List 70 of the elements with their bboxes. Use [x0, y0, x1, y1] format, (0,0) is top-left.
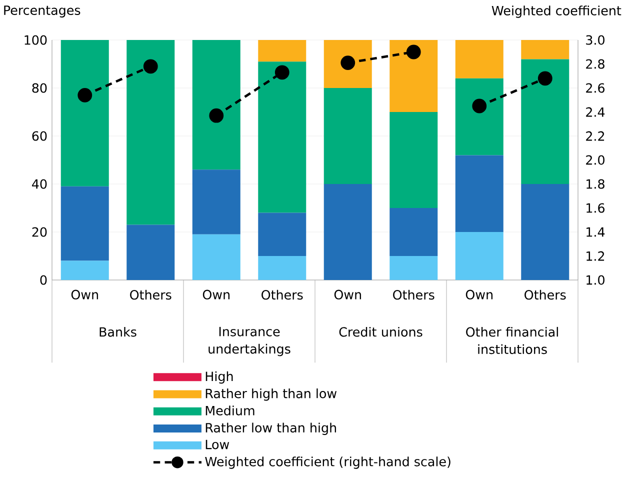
bar	[126, 224, 175, 280]
bar	[126, 40, 175, 225]
text: Other financial institutions	[466, 326, 558, 354]
bar	[521, 184, 570, 280]
y2-tick-label: 2.8	[586, 59, 604, 69]
bar	[455, 78, 504, 156]
y-tick-label: 80	[32, 83, 47, 93]
x-tick-label: Own	[202, 290, 230, 300]
bar	[324, 88, 372, 184]
y2-tick-label: 1.0	[586, 275, 604, 285]
bar	[258, 256, 306, 280]
text: Credit unions	[339, 326, 422, 337]
x-tick-label: Others	[262, 290, 303, 300]
bar	[60, 40, 109, 186]
bar	[324, 40, 372, 88]
legend-label: Rather high than low	[206, 388, 337, 401]
bar	[258, 40, 306, 62]
bar	[192, 40, 240, 170]
x-tick-label: Own	[334, 290, 361, 300]
bar	[192, 170, 240, 234]
legend-label: High	[206, 371, 233, 384]
y-tick-label: 0	[40, 275, 47, 285]
x-tick-label: Others	[130, 290, 172, 300]
bar	[390, 256, 438, 280]
bar	[258, 212, 306, 256]
y2-tick-label: 3.0	[586, 35, 604, 45]
y2-tick-label: 1.2	[586, 251, 604, 261]
y2-tick-label: 1.4	[586, 227, 605, 237]
bar	[390, 112, 438, 208]
bar	[521, 59, 570, 184]
bar	[521, 40, 570, 60]
legend-label: Rather low than high	[206, 422, 336, 435]
bar	[455, 40, 504, 78]
y-tick-label: 20	[32, 227, 47, 237]
x-tick-label: Others	[393, 290, 434, 300]
y2-tick-label: 2.4	[586, 107, 605, 117]
bar	[192, 234, 240, 280]
y2-tick-label: 2.2	[586, 131, 604, 141]
bar	[60, 260, 109, 280]
x-tick-label: Own	[466, 290, 492, 300]
bar	[455, 232, 504, 280]
y2-tick-label: 2.0	[586, 155, 604, 165]
y2-tick-label: 1.8	[586, 179, 604, 189]
y-axis-title: Percentages	[4, 6, 80, 18]
bar	[390, 208, 438, 256]
legend-label: Low	[206, 440, 230, 450]
y2-axis-title: Weighted coefficient	[492, 6, 622, 18]
point	[472, 98, 487, 114]
x-tick-label: Others	[524, 290, 566, 300]
point	[143, 59, 158, 74]
y-tick-label: 40	[32, 179, 47, 189]
y2-tick-label: 1.6	[586, 203, 604, 213]
point	[406, 44, 421, 60]
y-tick-label: 60	[32, 131, 47, 141]
bar	[258, 62, 306, 213]
y-tick-label: 100	[24, 35, 47, 45]
legend-label: Weighted coefficient (right-hand scale)	[205, 456, 450, 469]
legend-label: Medium	[206, 406, 254, 416]
point	[78, 88, 92, 102]
bar	[324, 184, 372, 280]
x-tick-label: Own	[71, 290, 98, 300]
text: Insurance undertakings	[208, 326, 290, 356]
point	[209, 108, 224, 123]
y2-tick-label: 2.6	[586, 83, 604, 93]
bar	[390, 40, 438, 112]
text: Banks	[100, 326, 136, 337]
point	[538, 71, 552, 86]
point	[274, 65, 290, 80]
bar	[455, 155, 504, 232]
bar	[60, 186, 109, 261]
